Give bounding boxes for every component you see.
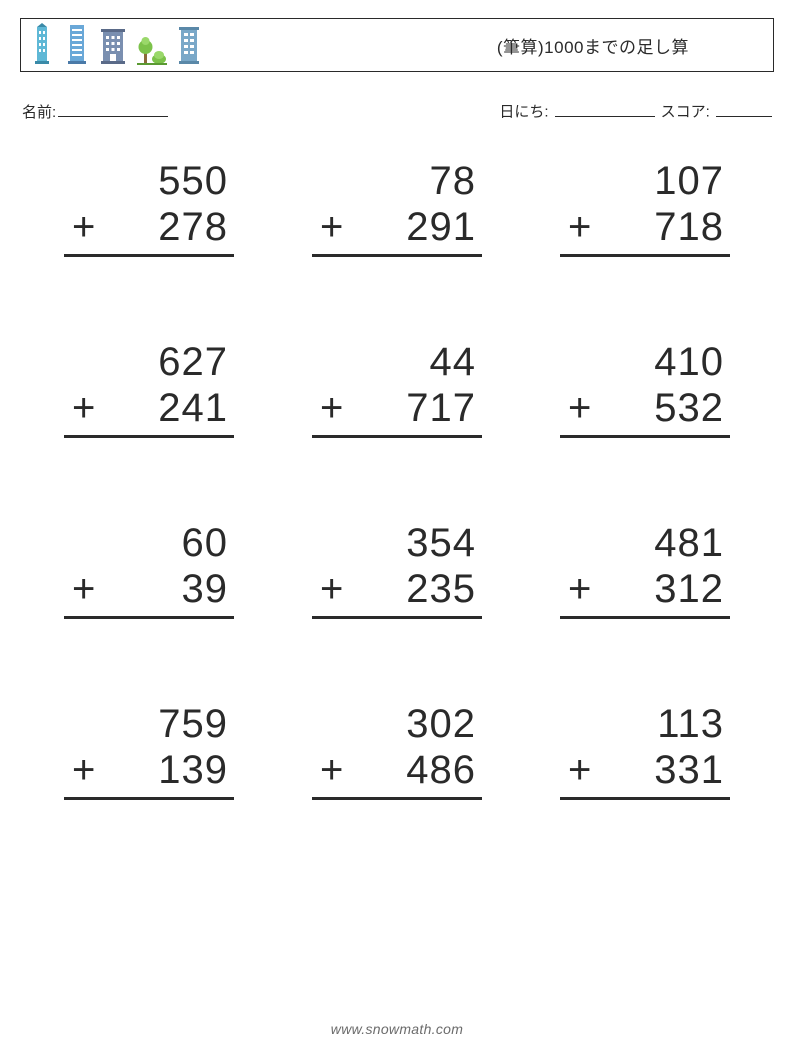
bottom-row: +291 — [312, 204, 482, 257]
bottom-row: +312 — [560, 566, 730, 619]
operator: + — [566, 385, 591, 431]
top-operand: 302 — [312, 701, 482, 747]
top-operand: 410 — [560, 339, 730, 385]
bottom-row: +718 — [560, 204, 730, 257]
operator: + — [566, 204, 591, 250]
problems-grid: 550+27878+291107+718627+24144+717410+532… — [20, 158, 774, 800]
addition-problem: 113+331 — [560, 701, 730, 800]
operator: + — [70, 566, 95, 612]
addition-problem: 354+235 — [312, 520, 482, 619]
tree-bush-icon — [137, 33, 167, 65]
bottom-row: +139 — [64, 747, 234, 800]
date-blank[interactable] — [555, 100, 655, 117]
bottom-row: +39 — [64, 566, 234, 619]
operator: + — [566, 747, 591, 793]
operator: + — [318, 747, 343, 793]
bottom-operand: 312 — [654, 566, 724, 612]
skyscraper-icon — [65, 23, 89, 65]
operator: + — [566, 566, 591, 612]
bottom-operand: 291 — [406, 204, 476, 250]
bottom-row: +717 — [312, 385, 482, 438]
addition-problem: 302+486 — [312, 701, 482, 800]
bottom-operand: 139 — [158, 747, 228, 793]
office-building-icon — [99, 27, 127, 65]
bottom-row: +235 — [312, 566, 482, 619]
addition-problem: 44+717 — [312, 339, 482, 438]
worksheet-title: (筆算)1000までの足し算 — [497, 33, 759, 58]
apartment-icon — [177, 25, 201, 65]
operator: + — [70, 204, 95, 250]
addition-problem: 78+291 — [312, 158, 482, 257]
top-operand: 759 — [64, 701, 234, 747]
bottom-row: +532 — [560, 385, 730, 438]
top-operand: 78 — [312, 158, 482, 204]
bottom-operand: 331 — [654, 747, 724, 793]
top-operand: 481 — [560, 520, 730, 566]
name-label: 名前: — [22, 101, 56, 122]
header-box: (筆算)1000までの足し算 — [20, 18, 774, 72]
worksheet-page: (筆算)1000までの足し算 名前: 日にち: スコア: 550+27878+2… — [0, 0, 794, 1053]
bottom-row: +241 — [64, 385, 234, 438]
top-operand: 113 — [560, 701, 730, 747]
bottom-operand: 718 — [654, 204, 724, 250]
top-operand: 107 — [560, 158, 730, 204]
name-field: 名前: — [22, 100, 168, 122]
tower-building-icon — [29, 23, 55, 65]
addition-problem: 410+532 — [560, 339, 730, 438]
top-operand: 354 — [312, 520, 482, 566]
operator: + — [318, 204, 343, 250]
top-operand: 60 — [64, 520, 234, 566]
addition-problem: 60+39 — [64, 520, 234, 619]
bottom-operand: 278 — [158, 204, 228, 250]
bottom-operand: 39 — [182, 566, 229, 612]
top-operand: 44 — [312, 339, 482, 385]
bottom-row: +331 — [560, 747, 730, 800]
bottom-operand: 241 — [158, 385, 228, 431]
addition-problem: 481+312 — [560, 520, 730, 619]
score-blank[interactable] — [716, 100, 772, 117]
bottom-operand: 532 — [654, 385, 724, 431]
addition-problem: 107+718 — [560, 158, 730, 257]
bottom-row: +486 — [312, 747, 482, 800]
operator: + — [318, 385, 343, 431]
name-blank[interactable] — [58, 100, 168, 117]
operator: + — [70, 385, 95, 431]
bottom-operand: 717 — [406, 385, 476, 431]
bottom-operand: 486 — [406, 747, 476, 793]
score-label: スコア: — [661, 104, 710, 121]
addition-problem: 627+241 — [64, 339, 234, 438]
addition-problem: 550+278 — [64, 158, 234, 257]
meta-row: 名前: 日にち: スコア: — [20, 100, 774, 122]
bottom-operand: 235 — [406, 566, 476, 612]
operator: + — [318, 566, 343, 612]
bottom-row: +278 — [64, 204, 234, 257]
logo-strip — [29, 19, 201, 71]
addition-problem: 759+139 — [64, 701, 234, 800]
top-operand: 627 — [64, 339, 234, 385]
date-label: 日にち: — [499, 104, 548, 121]
score-field: スコア: — [661, 100, 772, 122]
top-operand: 550 — [64, 158, 234, 204]
footer-url: www.snowmath.com — [0, 1021, 794, 1037]
operator: + — [70, 747, 95, 793]
date-field: 日にち: — [499, 100, 654, 122]
